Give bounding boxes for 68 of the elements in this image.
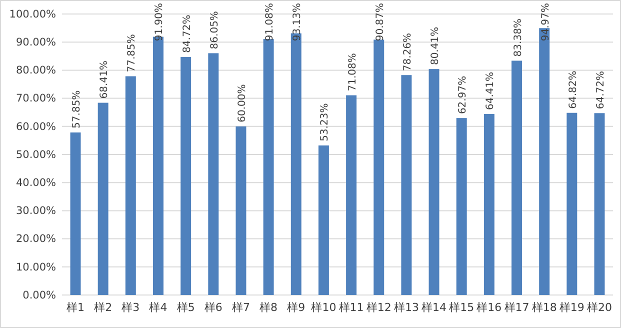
bar bbox=[374, 40, 384, 295]
x-tick-label: 样18 bbox=[532, 300, 557, 314]
bar bbox=[180, 56, 192, 295]
data-label: 62.97% bbox=[458, 76, 469, 114]
data-label: 60.00% bbox=[236, 84, 248, 122]
bar bbox=[208, 53, 219, 295]
bar bbox=[346, 95, 357, 295]
x-tick-label: 样13 bbox=[394, 300, 419, 314]
bar bbox=[456, 118, 467, 295]
x-tick-label: 样12 bbox=[366, 300, 392, 314]
x-tick-label: 样3 bbox=[122, 300, 140, 314]
x-tick-label: 样20 bbox=[586, 300, 612, 314]
y-tick-label: 30.00% bbox=[16, 205, 56, 218]
x-tick-label: 样1 bbox=[66, 300, 85, 314]
data-label: 90.87% bbox=[374, 3, 386, 42]
data-label: 78.26% bbox=[402, 32, 414, 72]
y-tick-label: 60.00% bbox=[16, 120, 56, 133]
x-tick-label: 样17 bbox=[504, 300, 530, 314]
x-tick-label: 样16 bbox=[476, 300, 502, 314]
x-tick-label: 样15 bbox=[449, 300, 474, 314]
x-tick-label: 样9 bbox=[287, 300, 306, 314]
bar bbox=[428, 69, 440, 295]
bar bbox=[594, 113, 605, 295]
data-label: 91.08% bbox=[264, 3, 276, 42]
x-tick-label: 样4 bbox=[149, 300, 168, 314]
data-label: 57.85% bbox=[72, 90, 83, 128]
x-tick-label: 样10 bbox=[311, 300, 336, 314]
data-label: 53.23% bbox=[320, 103, 331, 142]
y-tick-label: 50.00% bbox=[16, 148, 56, 161]
x-tick-label: 样11 bbox=[338, 300, 364, 314]
bar bbox=[263, 39, 274, 295]
bar bbox=[484, 114, 494, 295]
x-tick-label: 样19 bbox=[559, 300, 584, 314]
bar bbox=[125, 76, 136, 295]
bar bbox=[401, 75, 412, 295]
bar bbox=[512, 60, 522, 295]
data-label: 94.97% bbox=[540, 3, 552, 42]
data-label: 91.90% bbox=[154, 3, 166, 42]
bar bbox=[318, 145, 329, 295]
y-tick-label: 0.00% bbox=[22, 289, 56, 302]
x-tick-label: 样2 bbox=[94, 300, 112, 314]
data-label: 93.13% bbox=[292, 3, 304, 42]
data-label: 64.41% bbox=[485, 72, 496, 110]
data-label: 84.72% bbox=[182, 14, 193, 53]
bar bbox=[98, 102, 108, 295]
data-label: 64.72% bbox=[595, 70, 606, 110]
data-label: 68.41% bbox=[99, 60, 110, 99]
x-tick-label: 样7 bbox=[232, 300, 250, 314]
y-tick-label: 10.00% bbox=[16, 261, 56, 274]
data-label: 80.41% bbox=[430, 26, 442, 66]
x-tick-label: 样8 bbox=[260, 300, 278, 314]
x-tick-label: 样14 bbox=[422, 300, 447, 314]
y-tick-label: 100.00% bbox=[9, 8, 56, 20]
y-tick-label: 80.00% bbox=[16, 64, 56, 77]
x-tick-label: 样5 bbox=[176, 300, 195, 314]
data-label: 86.05% bbox=[209, 11, 220, 50]
data-label: 71.08% bbox=[347, 53, 358, 92]
bar bbox=[70, 132, 81, 295]
bar bbox=[236, 126, 246, 295]
y-tick-label: 40.00% bbox=[16, 176, 56, 189]
y-tick-label: 20.00% bbox=[16, 233, 56, 246]
data-label: 77.85% bbox=[126, 34, 138, 72]
data-label: 83.38% bbox=[512, 18, 524, 57]
y-tick-label: 90.00% bbox=[16, 36, 56, 48]
data-label: 64.82% bbox=[568, 70, 579, 109]
x-tick-label: 样6 bbox=[204, 300, 222, 314]
y-tick-label: 70.00% bbox=[16, 92, 56, 105]
bar bbox=[566, 112, 578, 295]
